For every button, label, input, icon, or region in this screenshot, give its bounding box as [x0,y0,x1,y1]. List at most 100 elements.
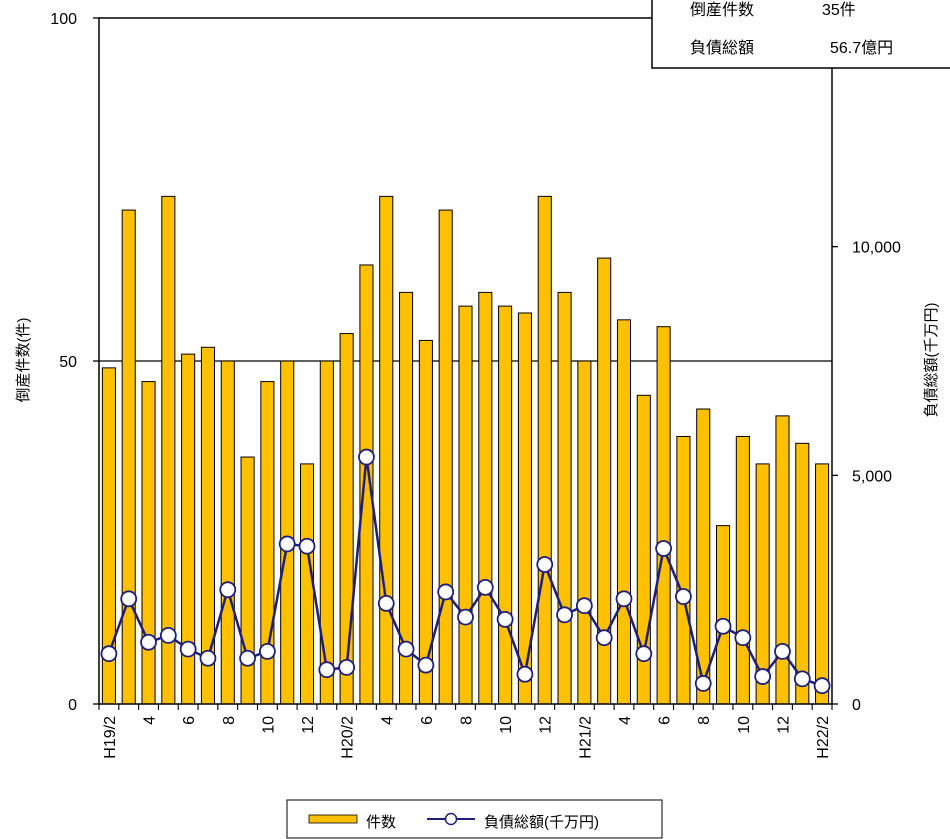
x-tick-label: H21/2 [577,716,594,759]
debt-point [278,535,296,553]
debt-point [199,649,217,667]
x-tick-label: 4 [142,716,159,725]
x-tick-label: 8 [696,716,713,725]
right-axis: 0 5,000 10,000 [832,240,901,714]
x-tick-label: 12 [538,716,555,734]
x-tick-label: 10 [498,716,515,734]
left-tick-label: 0 [68,697,77,714]
bar [319,360,334,705]
bar [240,456,255,705]
debt-point [575,597,593,615]
left-axis: 0 50 100 [50,11,99,714]
right-axis-title: 負債総額(千万円) [923,303,940,418]
right-tick-label: 10,000 [852,240,901,257]
debt-point [813,677,831,695]
debt-point [774,643,791,660]
x-tick-label: 6 [657,716,674,725]
debt-point [457,608,474,626]
debt-point [635,645,653,663]
x-tick-label: 12 [775,716,792,734]
x-tick-label: 6 [419,716,436,725]
bar [141,381,156,705]
debt-point [100,645,118,663]
debt-point [179,640,197,658]
debt-point [496,610,514,628]
bar [458,305,473,705]
bar [577,360,592,705]
debt-point [140,633,157,651]
debt-point [793,670,811,688]
left-tick-label: 100 [50,11,77,28]
debt-point [615,590,633,608]
bar [121,209,136,705]
bar [280,360,295,705]
debt-point [694,675,712,692]
debt-point [536,556,554,573]
debt-point [655,540,673,557]
bar [537,195,552,705]
debt-point [556,606,573,624]
debt-point [417,656,435,674]
debt-point [120,590,138,608]
legend-bar-label: 件数 [366,814,396,831]
right-tick-label: 0 [852,697,861,714]
x-tick-label: 8 [221,716,238,725]
left-axis-title: 倒産件数(件) [15,318,32,403]
left-tick-label: 50 [59,354,77,371]
debt-point [675,588,692,605]
debt-point [338,659,356,676]
bar [735,435,750,705]
debt-point [258,643,276,660]
summary-count-value: 35件 [822,1,856,19]
bar [438,209,453,705]
right-tick-label: 5,000 [852,468,892,485]
bar [299,463,315,705]
debt-point [239,649,256,667]
legend-line-marker [444,812,458,826]
x-tick-label: 12 [300,716,317,734]
debt-point [318,661,336,679]
bar [220,360,235,705]
x-tick-label: 8 [459,716,476,725]
debt-point [159,627,177,644]
x-tick-label: H22/2 [815,716,832,759]
x-tick-label: 10 [736,716,753,734]
summary-debt-label: 負債総額 [690,39,754,57]
legend-line-label: 負債総額(千万円) [484,814,599,831]
debt-point [219,581,237,599]
line-series [100,448,831,695]
bar [815,463,830,705]
bar [478,291,493,705]
bar [557,291,572,705]
debt-point [476,578,494,596]
debt-point [734,629,752,647]
bar [616,319,632,705]
debt-point [595,629,613,647]
bar [656,326,671,705]
bar [379,195,394,705]
debt-point [516,665,534,683]
debt-point [754,668,772,685]
x-tick-label: 10 [260,716,277,734]
bar [716,525,731,705]
x-tick-label: 6 [181,716,198,725]
bar [795,442,810,705]
bar [498,305,513,705]
x-tick-label: H19/2 [102,716,119,759]
bar [339,333,354,705]
debt-point [397,640,415,658]
x-tick-label: H20/2 [340,716,357,759]
legend: 件数 負債総額(千万円) [286,799,663,839]
debt-point [377,594,395,612]
debt-point [298,537,316,555]
debt-point [714,617,732,635]
summary-debt-value: 56.7億円 [830,39,893,57]
x-tick-label: 4 [617,716,634,725]
legend-bar-swatch [308,814,358,824]
debt-point [437,583,455,601]
summary-box: 倒産件数 35件 負債総額 56.7億円 [651,0,950,69]
x-tick-label: 4 [379,716,396,725]
x-axis: H19/2 4 6 8 10 12 H20/2 4 6 8 10 12 H21/2 4 6 8 10 12 H22/… [98,704,833,759]
summary-count-label: 倒産件数 [690,1,754,19]
